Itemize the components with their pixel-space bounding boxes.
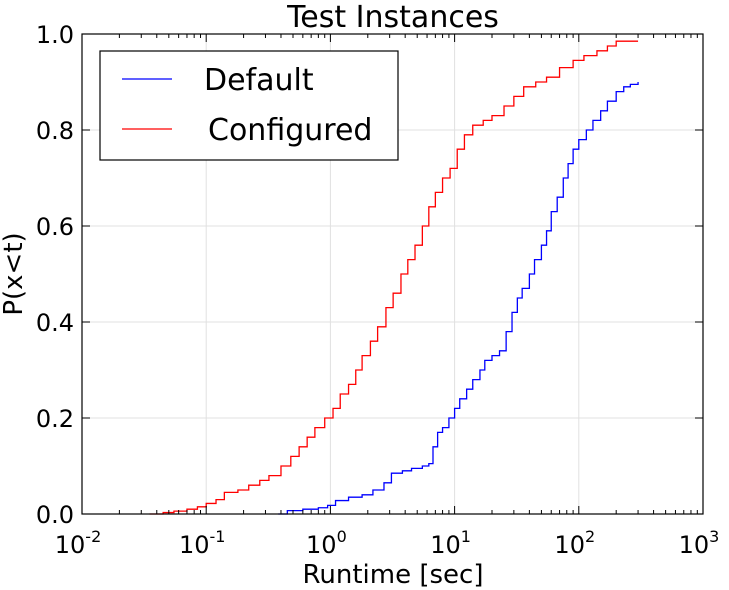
chart-title: Test Instances bbox=[286, 0, 499, 35]
y-tick-label: 0.0 bbox=[36, 501, 74, 529]
y-tick-label: 0.4 bbox=[36, 309, 74, 337]
x-tick-label: 10-2 bbox=[55, 527, 102, 559]
series-line-default bbox=[278, 82, 639, 515]
legend-label-configured: Configured bbox=[208, 113, 372, 148]
x-tick-label: 10-1 bbox=[179, 527, 226, 559]
x-axis-label: Runtime [sec] bbox=[303, 560, 484, 590]
x-tick-label: 103 bbox=[679, 527, 720, 559]
series-layer bbox=[149, 40, 639, 515]
y-tick-label: 0.6 bbox=[36, 213, 74, 241]
y-tick-label: 0.2 bbox=[36, 405, 74, 433]
legend-label-default: Default bbox=[204, 63, 314, 98]
x-tick-label: 101 bbox=[430, 527, 471, 559]
legend: Default Configured bbox=[99, 50, 399, 161]
x-tick-label: 102 bbox=[554, 527, 595, 559]
series-line-configured bbox=[149, 40, 639, 515]
legend-box bbox=[99, 50, 399, 161]
y-axis-label: P(x<t) bbox=[0, 232, 29, 315]
y-tick-label: 0.8 bbox=[36, 117, 74, 145]
y-tick-label: 1.0 bbox=[36, 21, 74, 49]
axis-ticks: 10-2 10-1 100 101 102 103 0.0 0.2 0.4 0.6 0.8 1.0 bbox=[36, 21, 720, 559]
plot-frame bbox=[81, 33, 704, 515]
x-tick-label: 100 bbox=[306, 527, 347, 559]
